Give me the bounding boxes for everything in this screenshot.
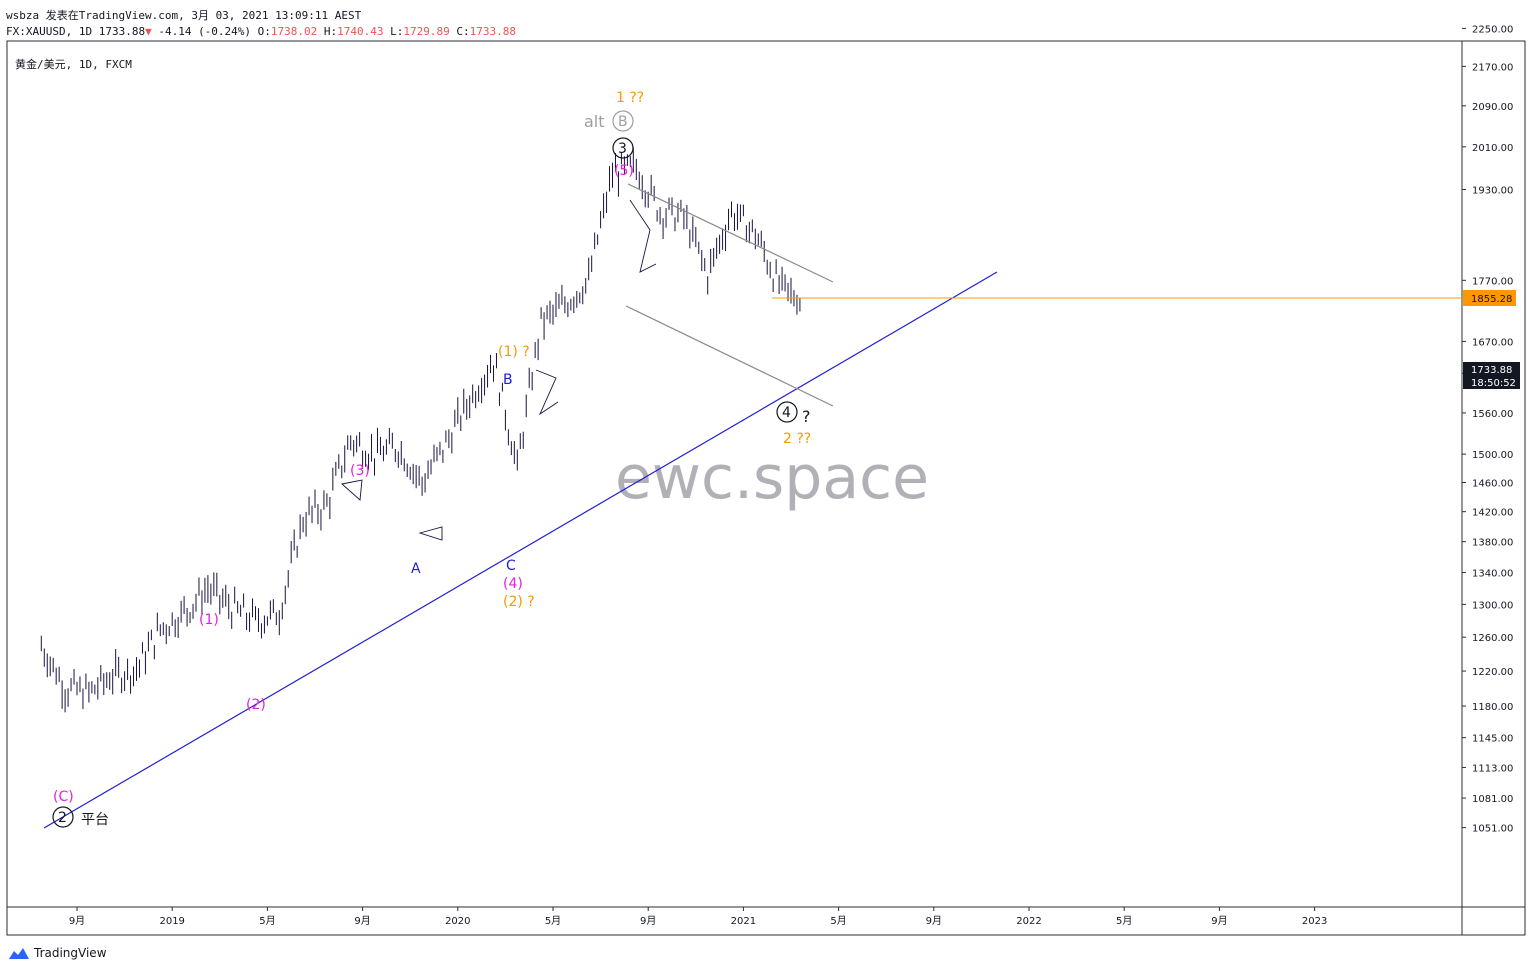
low-label: L:: [390, 25, 404, 38]
high-label: H:: [323, 25, 338, 38]
price-tick-label: 1051.00: [1472, 824, 1513, 835]
close-label: C:: [456, 25, 470, 38]
time-tick-label: 5月: [830, 915, 846, 927]
time-tick-label: 9月: [69, 915, 85, 927]
price-tick-label: 2090.00: [1472, 102, 1513, 113]
time-tick-label: 5月: [259, 915, 275, 927]
publish-info: wsbza 发表在TradingView.com, 3月 03, 2021 13…: [6, 9, 362, 22]
time-axis[interactable]: 9月 2019 5月 9月 2020 5月 9月 2021 5月 9月 2022 5月 9月 2023: [69, 907, 1328, 927]
wave-label-2-paren: (2): [246, 697, 266, 713]
time-tick-label: 2021: [731, 916, 756, 927]
price-tick-label: 1930.00: [1472, 185, 1513, 196]
tradingview-logo-icon: [9, 948, 29, 959]
price-axis[interactable]: 2350.002250.002170.002090.002010.001930.…: [1462, 0, 1513, 835]
price-tick-label: 1420.00: [1472, 508, 1513, 519]
time-tick-label: 2023: [1302, 916, 1327, 927]
time-tick-label: 2019: [159, 916, 184, 927]
wave-label-5-paren: (5): [614, 163, 634, 179]
wave-label-4-paren: (4): [503, 576, 523, 592]
low-value: 1729.89: [403, 25, 450, 38]
channel-upper-line[interactable]: [627, 183, 834, 283]
price-tick-label: 1500.00: [1472, 450, 1513, 461]
price-tick-label: 1380.00: [1472, 538, 1513, 549]
price-tick-label: 1220.00: [1472, 667, 1513, 678]
candles: [40, 147, 801, 713]
price-tick-label: 1670.00: [1472, 337, 1513, 348]
price-tick-label: 2250.00: [1472, 24, 1513, 35]
wave-labels: (C) 2 平台 (1) (2) (3) A B C (4) (2) ? (1)…: [52, 90, 811, 828]
price-tick-label: 1340.00: [1472, 569, 1513, 580]
change-value: -4.14 (-0.24%): [158, 25, 252, 38]
last-tag-bg: [1463, 362, 1520, 389]
price-tick-label: 1260.00: [1472, 633, 1513, 644]
level-tag-text: 1855.28: [1471, 294, 1512, 305]
wave-label-2-alt: (2) ?: [503, 594, 535, 610]
symbol-label: 黄金/美元, 1D, FXCM: [15, 58, 132, 71]
price-tick-label: 1180.00: [1472, 702, 1513, 713]
time-tick-label: 9月: [926, 915, 942, 927]
open-label: O:: [257, 25, 271, 38]
time-tick-label: 9月: [640, 915, 656, 927]
last-tag-countdown: 18:50:52: [1471, 378, 1516, 389]
wave-label-circle-4: 4: [782, 405, 791, 421]
price-tick-label: 1460.00: [1472, 478, 1513, 489]
circle-2-icon: [52, 806, 74, 828]
price-tick-label: 1081.00: [1472, 794, 1513, 805]
wave-note-flat: 平台: [81, 812, 109, 828]
wave-label-circle-2: 2: [58, 810, 67, 826]
circle-4-icon: [776, 401, 798, 423]
wave-label-2-double: 2 ??: [783, 431, 811, 447]
outer-frame: [6, 40, 1526, 936]
wave-label-alt: alt: [584, 112, 605, 131]
price-tick-label: 1145.00: [1472, 734, 1513, 745]
time-tick-label: 5月: [545, 915, 561, 927]
wave-label-1-paren: (1): [199, 612, 219, 628]
down-arrow-icon: ▼: [145, 25, 152, 38]
circle-b-icon: [612, 110, 634, 132]
time-tick-label: 2020: [445, 916, 470, 927]
wave-label-3-paren: (3): [350, 463, 370, 479]
channel-lower-line[interactable]: [625, 305, 834, 407]
last-tag-price: 1733.88: [1471, 365, 1512, 376]
level-price-tag: 1855.28: [1463, 290, 1516, 306]
price-tick-label: 1770.00: [1472, 276, 1513, 287]
wave-label-a: A: [411, 561, 421, 577]
symbol-interval: FX:XAUUSD, 1D: [6, 25, 93, 38]
tradingview-footer[interactable]: TradingView: [8, 946, 107, 960]
price-tick-label: 1300.00: [1472, 600, 1513, 611]
time-tick-label: 9月: [354, 915, 370, 927]
time-tick-label: 5月: [1116, 915, 1132, 927]
open-value: 1738.02: [270, 25, 318, 38]
price-tick-label: 2170.00: [1472, 62, 1513, 73]
close-value: 1733.88: [469, 25, 516, 38]
circle-3-icon: [612, 137, 634, 159]
wave-label-c-paren: (C): [53, 789, 74, 805]
level-tag-bg: [1463, 290, 1516, 306]
time-tick-label: 9月: [1211, 915, 1227, 927]
wave-label-c: C: [506, 558, 516, 574]
price-tick-label: 1560.00: [1472, 409, 1513, 420]
last-value: 1733.88: [98, 25, 146, 38]
watermark: ewc.space: [615, 443, 929, 513]
time-tick-label: 2022: [1016, 916, 1041, 927]
high-value: 1740.43: [337, 25, 384, 38]
ohlc-legend: FX:XAUUSD, 1D 1733.88▼ -4.14 (-0.24%) O:…: [6, 25, 516, 38]
price-tick-label: 1113.00: [1472, 763, 1513, 774]
wave-label-1-alt: (1) ?: [498, 344, 530, 360]
tradingview-brand: TradingView: [34, 946, 107, 960]
wave-label-circle-b: B: [618, 114, 628, 130]
minor-triangles: [341, 199, 657, 541]
wave-label-b: B: [503, 372, 513, 388]
support-trendline[interactable]: [43, 271, 998, 829]
wave-label-circle-3: 3: [618, 141, 627, 157]
last-price-tag: 1733.88 18:50:52: [1463, 362, 1520, 389]
wave-label-question: ?: [802, 407, 811, 426]
wave-label-1-double: 1 ??: [616, 90, 644, 106]
price-tick-label: 2010.00: [1472, 143, 1513, 154]
